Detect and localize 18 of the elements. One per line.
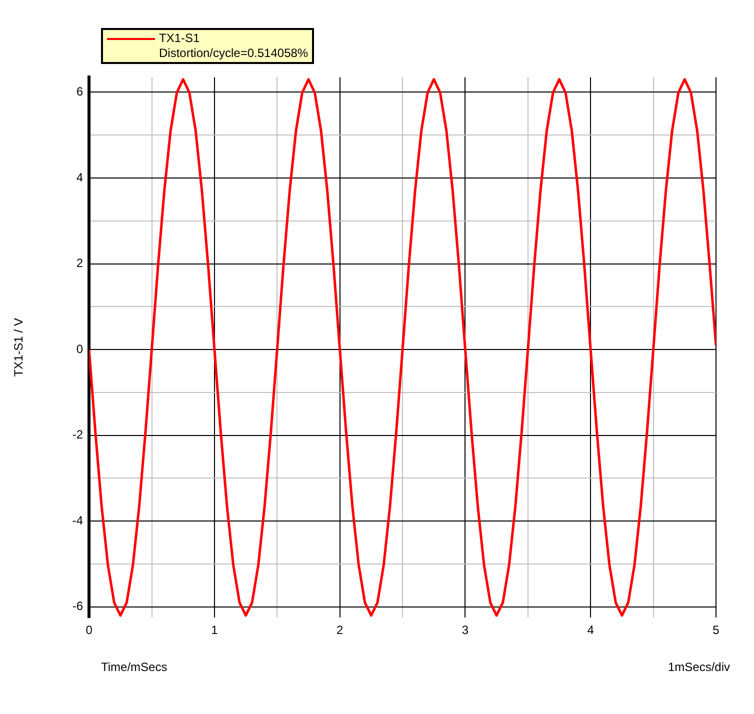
y-tick-label: 4 bbox=[76, 170, 84, 184]
x-tick-label: 0 bbox=[86, 623, 93, 638]
x-tick-label: 4 bbox=[587, 623, 594, 638]
y-tick-label: -4 bbox=[72, 513, 84, 528]
y-tick-label: 6 bbox=[76, 84, 84, 99]
y-tick-label: 2 bbox=[76, 256, 84, 270]
y-tick-label: 0 bbox=[76, 342, 84, 356]
x-tick-label: 2 bbox=[336, 623, 344, 638]
y-tick-label: -6 bbox=[72, 599, 84, 614]
text: 1mSecs/div bbox=[668, 660, 730, 674]
x-tick-label: 5 bbox=[712, 623, 720, 638]
x-tick-label: 3 bbox=[462, 623, 469, 638]
x-tick-label: 1 bbox=[211, 623, 218, 638]
text: Distortion/cycle=0.514058% bbox=[158, 46, 308, 61]
y-axis-title: TX1-S1 / V bbox=[12, 318, 26, 377]
y-tick-label: -2 bbox=[72, 428, 84, 442]
x-axis-title: Time/mSecs bbox=[101, 660, 168, 674]
legend-label: TX1-S1 bbox=[159, 31, 200, 46]
